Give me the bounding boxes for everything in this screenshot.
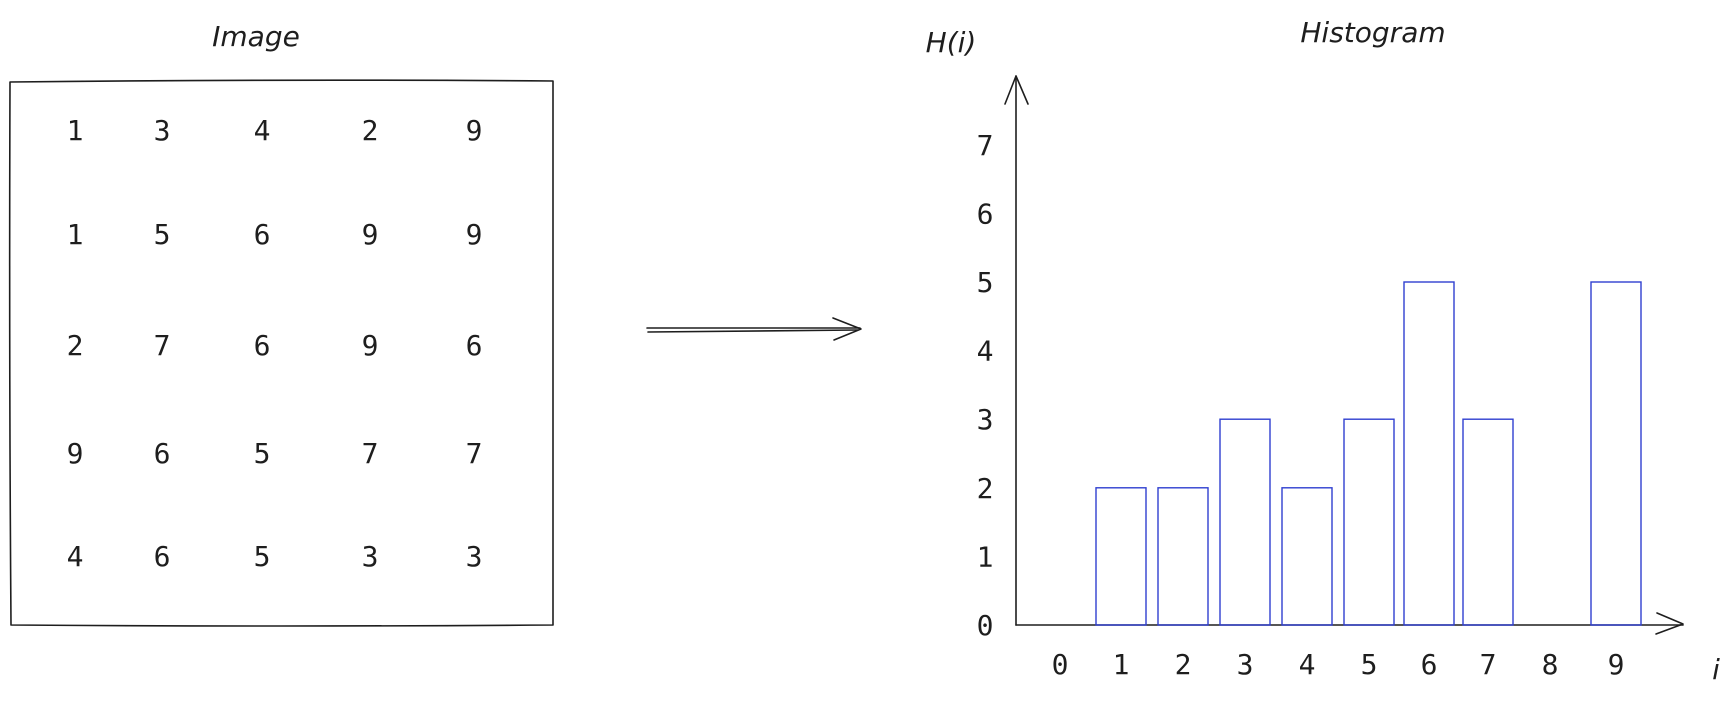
y-tick-4: 4 [977, 335, 994, 368]
grid-cell-r5-c2: 6 [154, 540, 171, 573]
grid-cell-r3-c1: 2 [67, 329, 84, 362]
transform-arrow [646, 317, 862, 341]
grid-cell-r4-c5: 7 [466, 437, 483, 470]
grid-cell-r1-c2: 3 [154, 114, 171, 147]
bar-3 [1219, 418, 1271, 626]
bar-1 [1095, 487, 1147, 626]
y-axis [1004, 75, 1029, 626]
y-tick-2: 2 [977, 472, 994, 505]
grid-cell-r4-c2: 6 [154, 437, 171, 470]
grid-cell-r2-c4: 9 [362, 218, 379, 251]
bar-6 [1403, 281, 1455, 626]
y-axis-label: H(i) [926, 26, 977, 59]
y-tick-0: 0 [977, 609, 994, 642]
bar-4 [1281, 487, 1333, 626]
y-tick-labels: 0 1 2 3 4 5 6 7 [977, 129, 994, 642]
y-tick-1: 1 [977, 540, 994, 573]
bar-9 [1590, 281, 1642, 626]
image-title: Image [212, 20, 300, 53]
grid-cell-r3-c2: 7 [154, 329, 171, 362]
image-grid: 1 3 4 2 9 1 5 6 9 9 2 7 6 9 6 9 6 5 7 7 4 6 5 3 3 [67, 114, 483, 573]
y-tick-7: 7 [977, 129, 994, 162]
histogram-bars [1095, 281, 1642, 626]
y-tick-5: 5 [977, 266, 994, 299]
grid-cell-r3-c5: 6 [466, 329, 483, 362]
bar-2 [1157, 487, 1209, 626]
grid-cell-r1-c4: 2 [362, 114, 379, 147]
histogram-title: Histogram [1300, 16, 1445, 49]
grid-cell-r5-c3: 5 [254, 540, 271, 573]
grid-cell-r5-c5: 3 [466, 540, 483, 573]
grid-cell-r3-c3: 6 [254, 329, 271, 362]
x-axis-label: i [1712, 653, 1720, 686]
histogram-panel: Histogram H(i) i 0 1 2 3 4 5 6 7 0 1 2 3 4 5 6 7 8 9 [926, 16, 1720, 686]
x-tick-1: 1 [1113, 648, 1130, 681]
bar-7 [1462, 418, 1514, 626]
grid-cell-r4-c1: 9 [67, 437, 84, 470]
grid-cell-r2-c2: 5 [154, 218, 171, 251]
x-tick-8: 8 [1542, 648, 1559, 681]
grid-cell-r1-c5: 9 [466, 114, 483, 147]
image-panel: Image 1 3 4 2 9 1 5 6 9 9 2 7 6 9 6 9 6 5 7 7 4 6 5 3 3 [8, 20, 555, 627]
x-axis [1015, 612, 1684, 635]
grid-cell-r3-c4: 9 [362, 329, 379, 362]
grid-cell-r1-c3: 4 [254, 114, 271, 147]
x-tick-labels: 0 1 2 3 4 5 6 7 8 9 [1052, 648, 1625, 681]
grid-cell-r2-c3: 6 [254, 218, 271, 251]
x-tick-3: 3 [1237, 648, 1254, 681]
y-tick-3: 3 [977, 403, 994, 436]
x-tick-5: 5 [1361, 648, 1378, 681]
y-tick-6: 6 [977, 197, 994, 230]
grid-cell-r4-c3: 5 [254, 437, 271, 470]
x-tick-4: 4 [1299, 648, 1316, 681]
bar-5 [1343, 418, 1395, 626]
x-tick-9: 9 [1608, 648, 1625, 681]
grid-cell-r1-c1: 1 [67, 114, 84, 147]
grid-cell-r5-c1: 4 [67, 540, 84, 573]
grid-cell-r2-c1: 1 [67, 218, 84, 251]
x-tick-0: 0 [1052, 648, 1069, 681]
x-tick-2: 2 [1175, 648, 1192, 681]
grid-cell-r5-c4: 3 [362, 540, 379, 573]
grid-cell-r4-c4: 7 [362, 437, 379, 470]
x-tick-7: 7 [1480, 648, 1497, 681]
grid-cell-r2-c5: 9 [466, 218, 483, 251]
image-frame [8, 79, 555, 627]
x-tick-6: 6 [1421, 648, 1438, 681]
